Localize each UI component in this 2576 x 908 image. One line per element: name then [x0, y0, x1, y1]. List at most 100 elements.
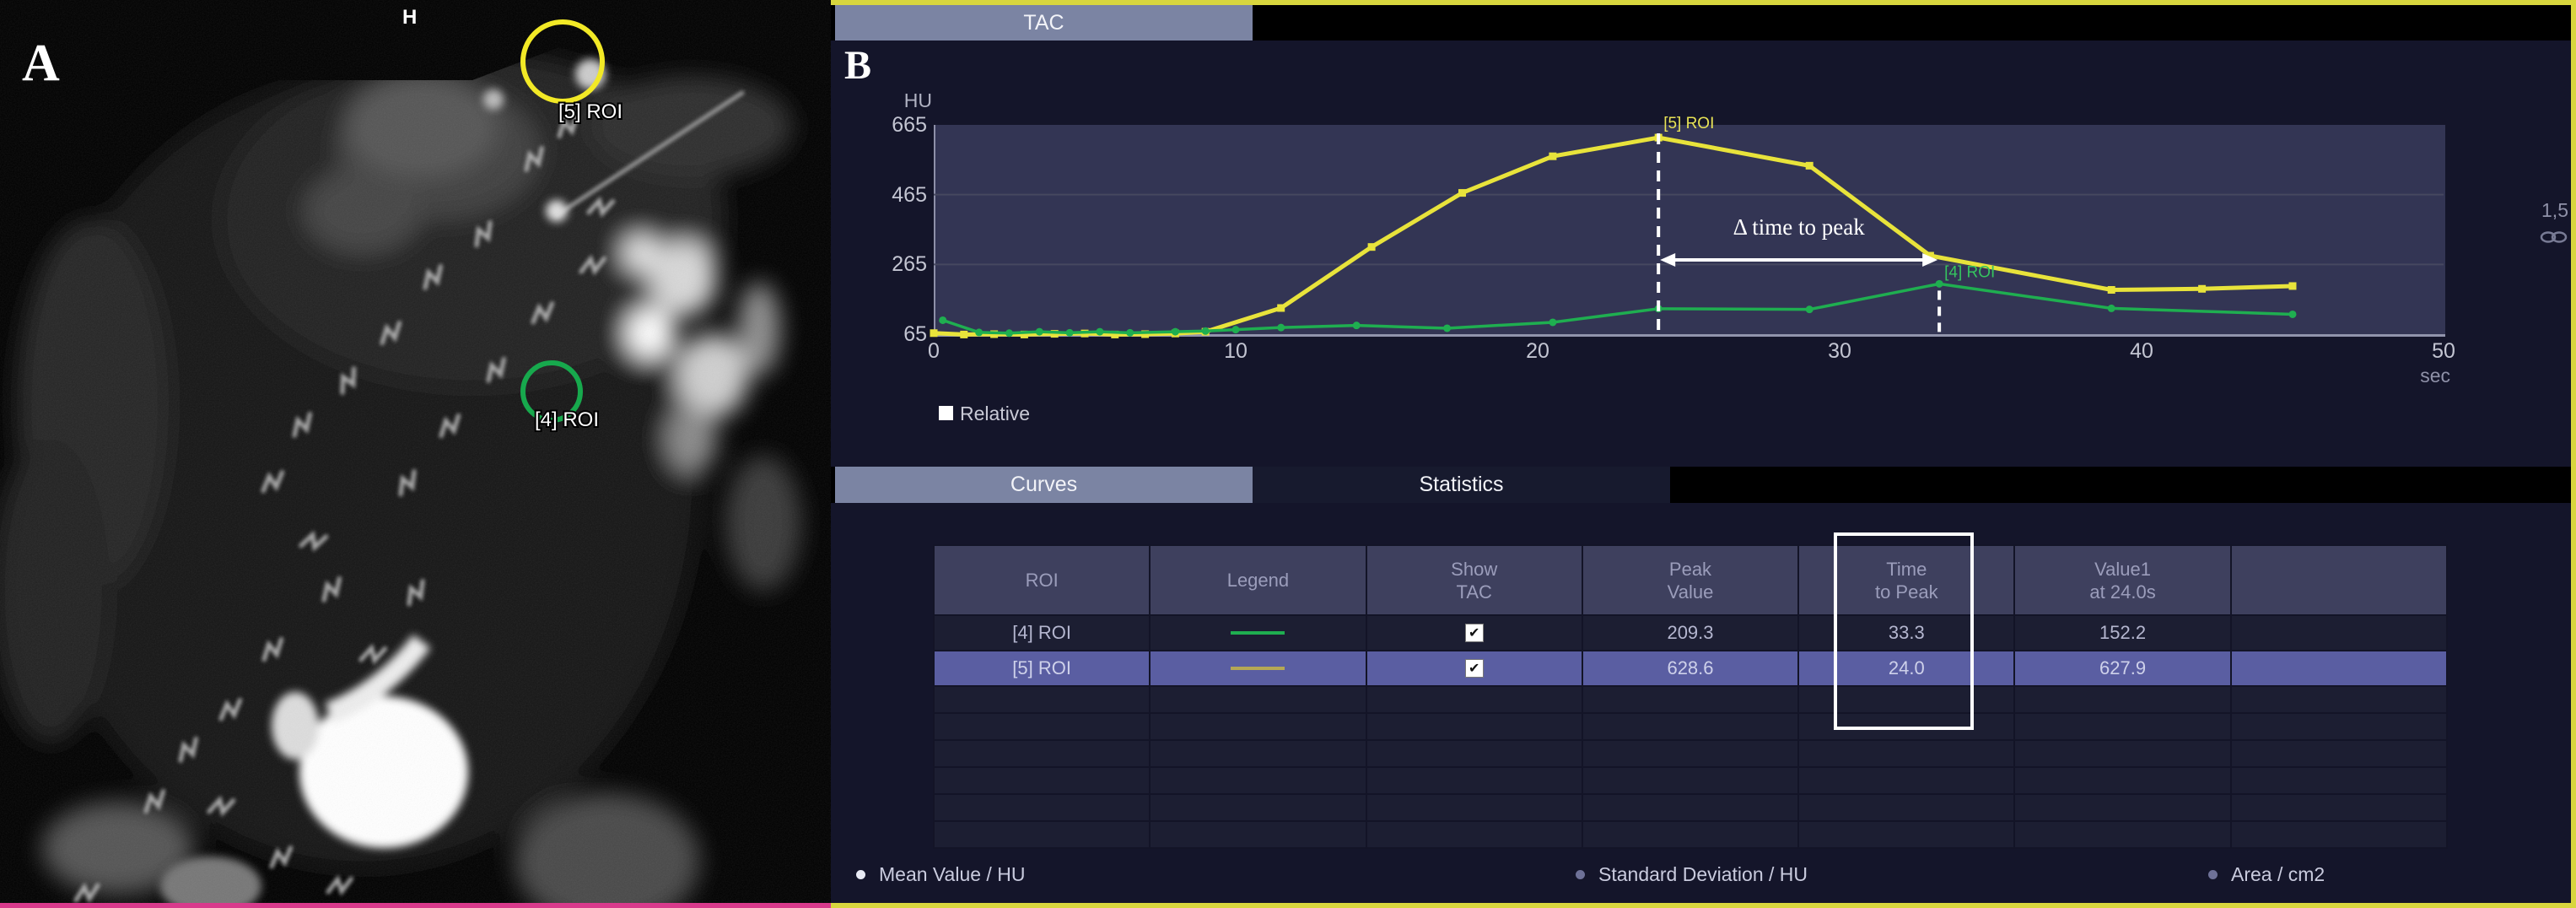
cell-value1[interactable]: 152.2 — [2015, 616, 2230, 650]
roi-label-5: [5] ROI — [558, 100, 622, 123]
std-deviation-bullet-icon — [1576, 869, 1585, 879]
table-tab-bar: Curves Statistics — [831, 467, 2576, 503]
empty-cell — [1582, 714, 1798, 739]
cell-legend[interactable] — [1151, 616, 1366, 650]
empty-cell — [1366, 741, 1582, 766]
empty-cell — [2231, 795, 2446, 820]
cell-peak-value[interactable]: 628.6 — [1582, 651, 1798, 685]
figure-label-a: A — [22, 35, 60, 92]
x-tick-label: 30 — [1828, 339, 1851, 363]
y-tick-label: 465 — [892, 182, 927, 207]
footer-legend-label: Mean Value / HU — [879, 862, 1026, 885]
empty-cell — [2015, 795, 2230, 820]
roi-circle-5[interactable] — [520, 19, 605, 104]
y-axis-unit-label: HU — [903, 89, 932, 111]
roi-table: ROI Legend Show TAC Peak Value Time to Peak Valu… — [933, 544, 2448, 849]
empty-cell — [1582, 687, 1798, 712]
cell-legend[interactable] — [1151, 651, 1366, 685]
panel-b-border-top — [831, 0, 2576, 5]
empty-cell — [935, 741, 1150, 766]
empty-cell — [1799, 768, 2014, 793]
empty-cell — [2015, 822, 2230, 847]
roi-circle-4[interactable] — [520, 360, 583, 423]
empty-cell — [1151, 741, 1366, 766]
y-tick-label: 265 — [892, 252, 927, 277]
header-line: ROI — [1025, 570, 1059, 591]
empty-cell — [1151, 768, 1366, 793]
top-tab-bar: TAC — [831, 5, 2576, 41]
cell-show-tac[interactable]: ✔ — [1366, 616, 1582, 650]
footer-legend-label: Standard Deviation / HU — [1598, 862, 1808, 885]
y-tick-label: 665 — [892, 113, 927, 137]
tac-plot-area[interactable] — [934, 125, 2445, 337]
header-line: Show — [1451, 558, 1498, 580]
empty-cell — [1151, 714, 1366, 739]
panel-a-magenta-border — [0, 903, 831, 908]
table-header-legend: Legend — [1151, 546, 1366, 614]
tab-statistics[interactable]: Statistics — [1253, 467, 1670, 503]
area-bullet-icon — [2208, 869, 2218, 879]
footer-legend-label: Area / cm2 — [2231, 862, 2325, 885]
empty-cell — [1366, 795, 1582, 820]
orientation-marker-h: H — [402, 6, 417, 29]
tab-tac[interactable]: TAC — [835, 5, 1253, 41]
empty-cell — [1582, 768, 1798, 793]
empty-cell — [1582, 822, 1798, 847]
x-tick-label: 40 — [2130, 339, 2153, 363]
table-header-value1: Value1 at 24.0s — [2015, 546, 2230, 614]
panel-b-border-bottom — [831, 903, 2576, 908]
cell-blank[interactable] — [2231, 616, 2446, 650]
cell-peak-value[interactable]: 209.3 — [1582, 616, 1798, 650]
header-line: Value — [1667, 581, 1714, 603]
cell-roi[interactable]: [4] ROI — [935, 616, 1150, 650]
cell-blank[interactable] — [2231, 651, 2446, 685]
table-header-roi: ROI — [935, 546, 1150, 614]
footer-legend-area[interactable]: Area / cm2 — [2208, 859, 2325, 889]
empty-cell — [1582, 795, 1798, 820]
empty-cell — [935, 714, 1150, 739]
empty-cell — [1799, 741, 2014, 766]
empty-cell — [935, 822, 1150, 847]
footer-legend-mean[interactable]: Mean Value / HU — [856, 859, 1025, 889]
empty-cell — [1151, 687, 1366, 712]
show-tac-checkbox[interactable]: ✔ — [1464, 659, 1484, 678]
empty-cell — [1799, 822, 2014, 847]
empty-cell — [935, 687, 1150, 712]
footer-legend-stddev[interactable]: Standard Deviation / HU — [1576, 859, 1808, 889]
empty-cell — [1366, 768, 1582, 793]
x-tick-label: 50 — [2432, 339, 2455, 363]
empty-cell — [2231, 768, 2446, 793]
table-header-peak: Peak Value — [1582, 546, 1798, 614]
table-header-show: Show TAC — [1366, 546, 1582, 614]
empty-cell — [1366, 822, 1582, 847]
cell-roi[interactable]: [5] ROI — [935, 651, 1150, 685]
empty-cell — [1366, 687, 1582, 712]
x-tick-label: 0 — [928, 339, 940, 363]
empty-cell — [2015, 714, 2230, 739]
header-line: Peak — [1668, 558, 1712, 580]
x-tick-label: 20 — [1526, 339, 1549, 363]
mean-value-bullet-icon — [856, 869, 865, 879]
relative-checkbox[interactable] — [939, 406, 953, 420]
cell-value1[interactable]: 627.9 — [2015, 651, 2230, 685]
empty-cell — [2015, 768, 2230, 793]
table-header-blank — [2231, 546, 2446, 614]
header-line: TAC — [1456, 581, 1492, 603]
empty-cell — [1582, 741, 1798, 766]
header-line: Legend — [1226, 570, 1290, 591]
header-line: to Peak — [1874, 581, 1938, 603]
empty-cell — [1799, 795, 2014, 820]
empty-cell — [2015, 741, 2230, 766]
x-axis-unit-label: sec — [2420, 365, 2450, 386]
zoom-factor-value: 1,5 — [2541, 199, 2568, 221]
header-line: at 24.0s — [2089, 581, 2156, 603]
empty-cell — [2231, 714, 2446, 739]
link-icon[interactable] — [2540, 230, 2568, 249]
cell-show-tac[interactable]: ✔ — [1366, 651, 1582, 685]
empty-cell — [935, 795, 1150, 820]
tab-curves[interactable]: Curves — [835, 467, 1253, 503]
show-tac-checkbox[interactable]: ✔ — [1464, 624, 1484, 642]
header-line: Value1 — [2094, 558, 2151, 580]
ct-image-panel[interactable]: [5] ROI [4] ROI A H — [0, 0, 831, 908]
